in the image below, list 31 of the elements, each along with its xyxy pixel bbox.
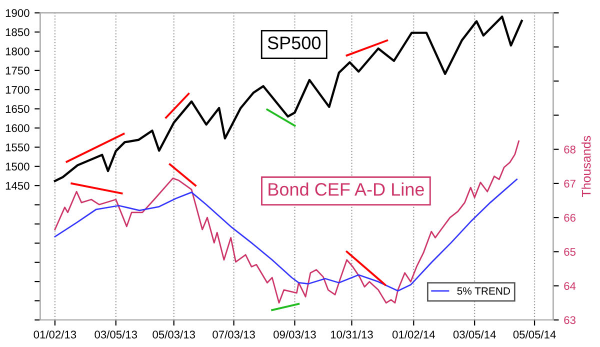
y2-tick-label: 67 (564, 180, 576, 188)
x-tick-label: 03/05/14 (453, 330, 496, 339)
y2-axis-title: Thousands (582, 136, 591, 198)
x-tick-label: 01/02/13 (34, 330, 76, 339)
legend-label: 5% TREND (457, 287, 510, 295)
y-tick-label: 1500 (6, 162, 30, 171)
line-series (54, 16, 523, 182)
x-tick-label: 09/03/13 (274, 330, 316, 339)
y-tick-label: 1800 (6, 47, 30, 56)
y2-tick-label: 64 (564, 282, 576, 290)
y2-tick-label: 66 (564, 214, 576, 222)
line-series (54, 140, 520, 304)
annotation: Bond CEF A-D Line (268, 182, 424, 196)
y-tick-label: 1650 (6, 105, 30, 113)
x-tick-label: 05/03/13 (152, 330, 195, 339)
annotation: SP500 (268, 36, 321, 50)
y-tick-label: 1450 (6, 182, 30, 190)
y2-tick-label: 65 (564, 248, 576, 256)
y-tick-label: 1900 (6, 9, 30, 17)
y2-tick-label: 63 (564, 316, 576, 324)
y-tick-label: 1750 (6, 66, 30, 75)
y-tick-label: 1600 (6, 124, 30, 132)
x-tick-label: 10/31/13 (330, 330, 373, 339)
y-tick-label: 1550 (6, 143, 30, 152)
x-tick-label: 01/02/14 (392, 330, 435, 339)
x-tick-label: 07/03/13 (212, 330, 255, 339)
y-tick-label: 1700 (6, 86, 30, 94)
y2-tick-label: 68 (564, 146, 576, 154)
x-tick-label: 03/05/13 (94, 330, 138, 339)
y-tick-label: 1850 (6, 28, 30, 36)
x-tick-label: 05/05/14 (513, 330, 556, 339)
